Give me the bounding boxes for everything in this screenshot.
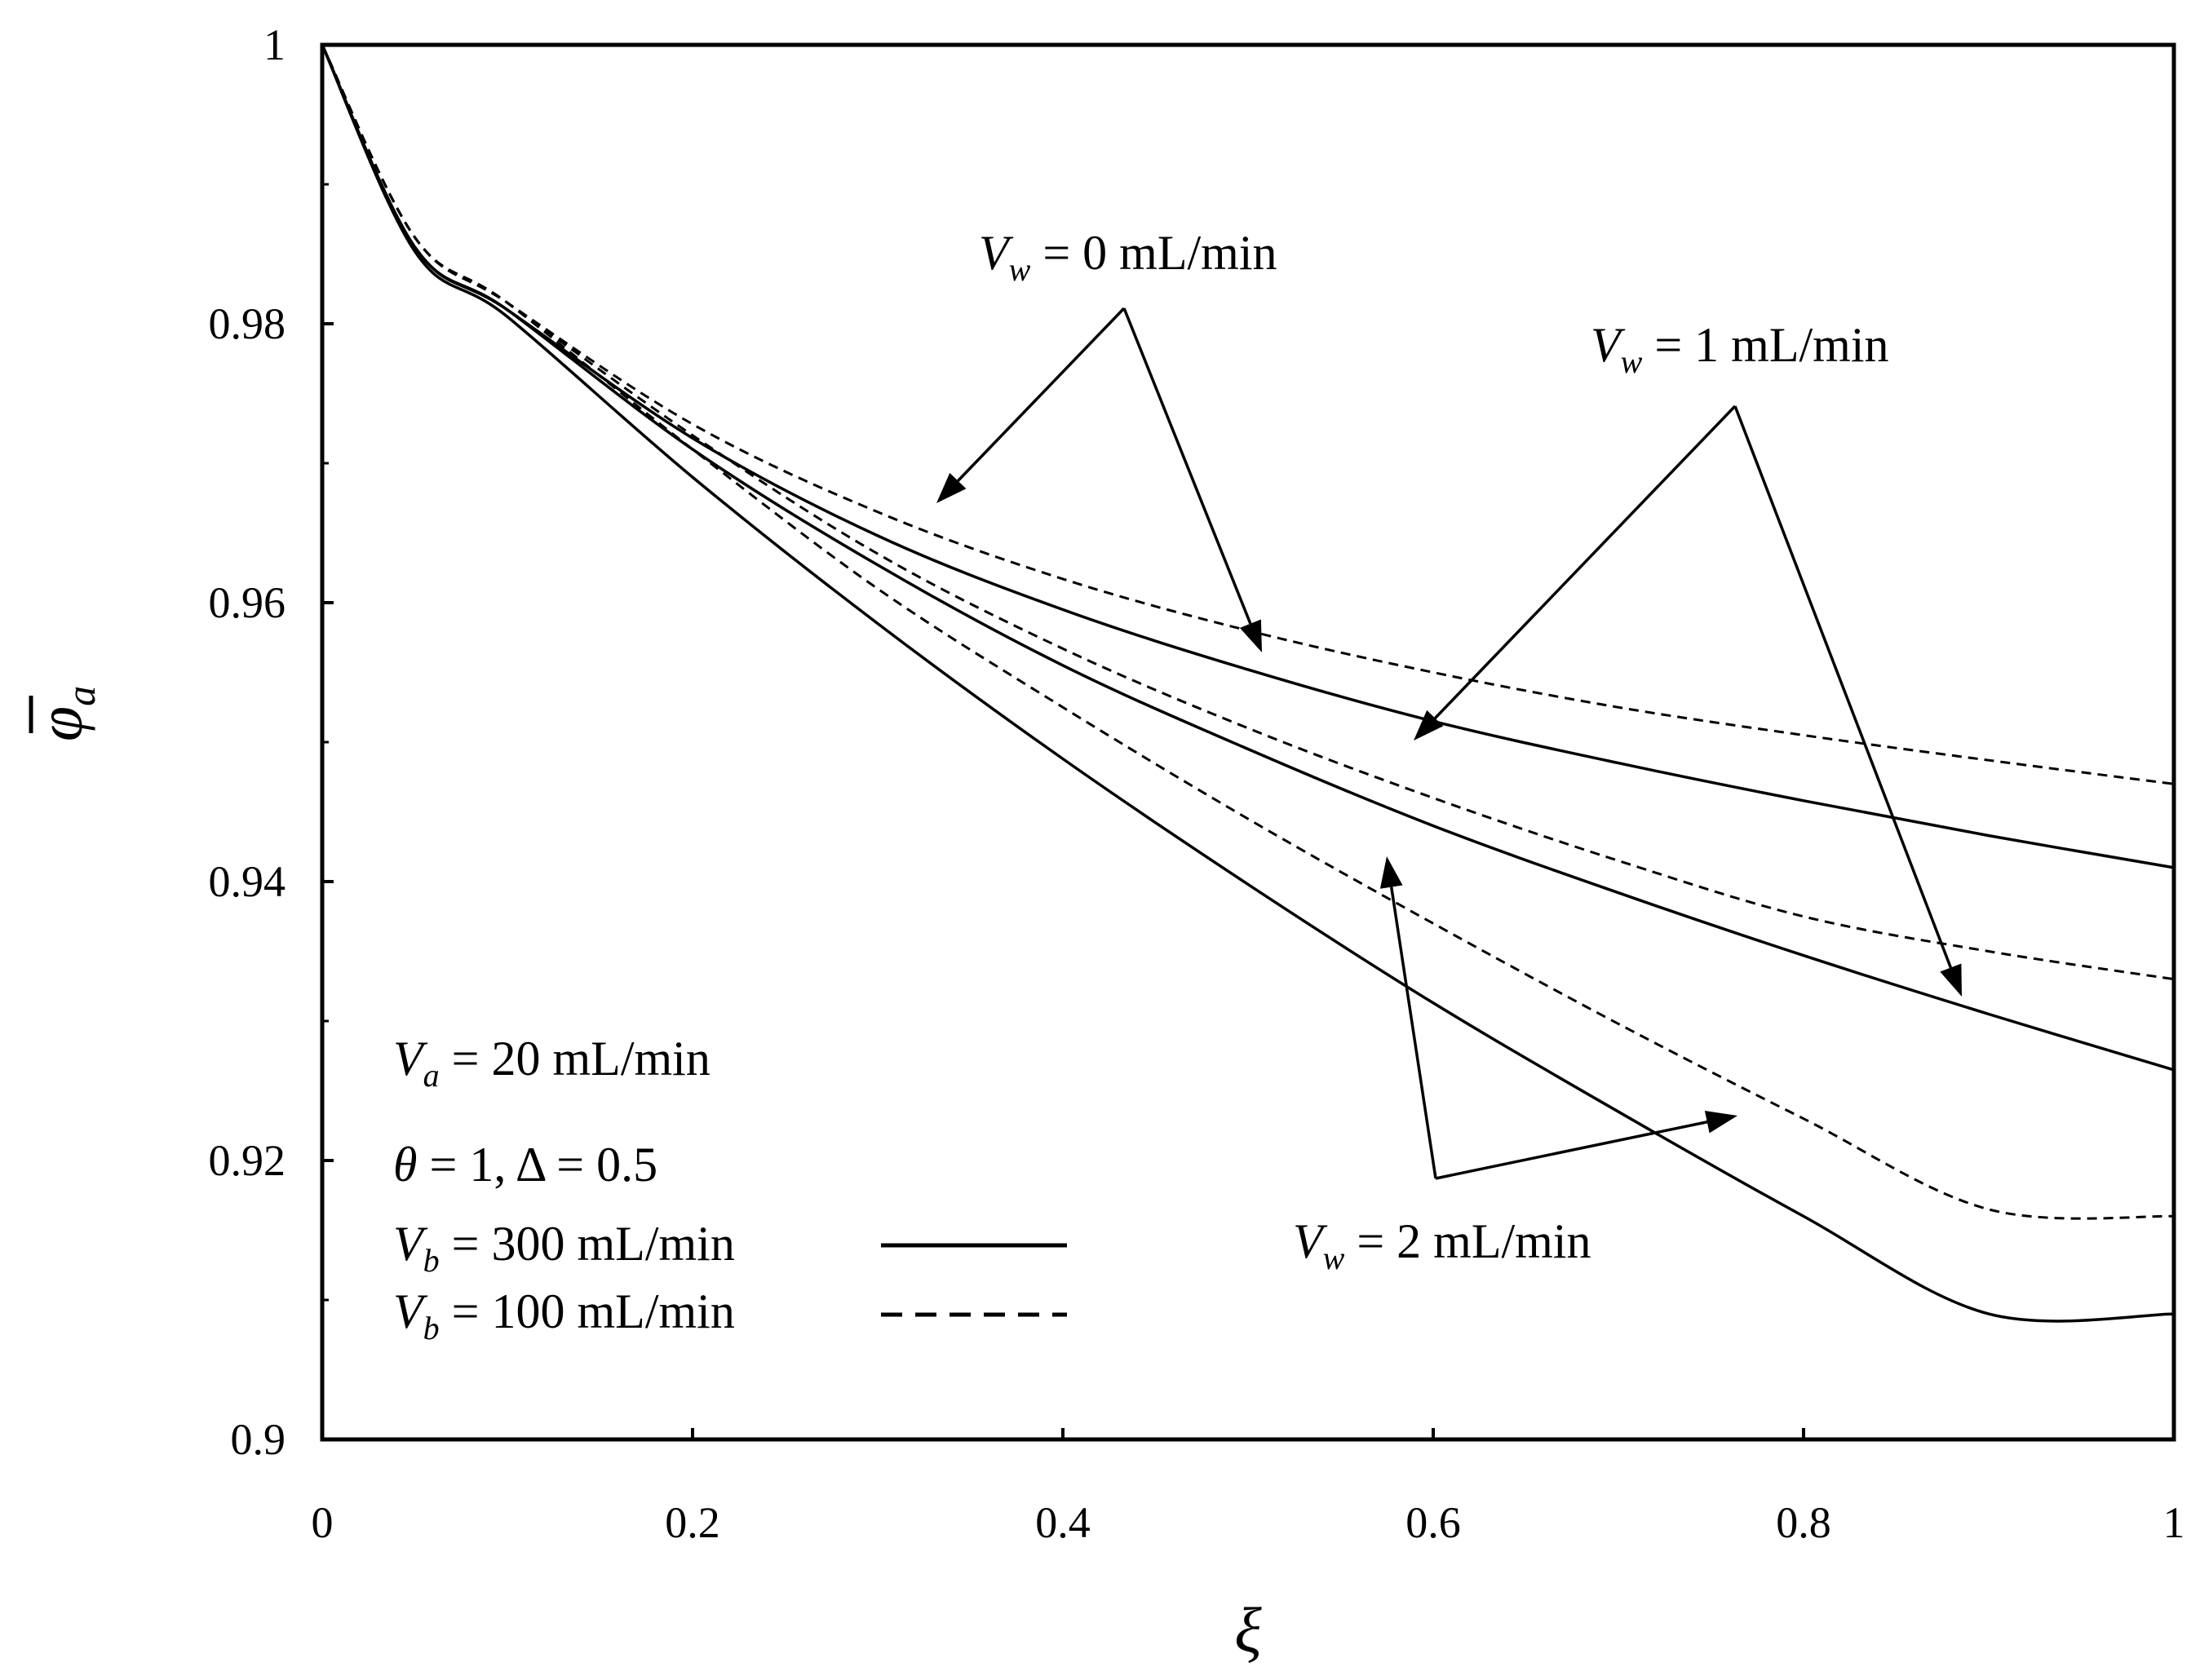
x-tick-label: 0.4 <box>1035 1498 1091 1547</box>
y-tick-label: 0.98 <box>209 299 286 348</box>
series-line-6 <box>321 44 2175 1220</box>
y-tick-label: 0.9 <box>231 1415 286 1464</box>
annotation-vw0: Vw = 0 mL/min <box>979 226 1277 288</box>
x-tick-label: 0 <box>312 1498 334 1547</box>
arrow-vw1-dashed <box>1414 405 1737 741</box>
annotation-va: Va = 20 mL/min <box>393 1032 710 1094</box>
svg-text:φa: φa <box>24 686 104 741</box>
annotation-arrows <box>936 307 1962 1180</box>
plot-frame <box>320 42 2176 1442</box>
legend-label-vb300: Vb = 300 mL/min <box>393 1217 735 1279</box>
axis-tick-labels: 0.9 0.92 0.94 0.96 0.98 1 0 0.2 0.4 0.6 0.8 1 <box>209 20 2185 1547</box>
arrow-vw2-dashed <box>1379 856 1437 1179</box>
annotation-theta-delta: θ = 1, Δ = 0.5 <box>393 1138 657 1191</box>
y-tick-label: 1 <box>263 20 286 69</box>
arrow-vw2-solid <box>1435 1111 1737 1180</box>
x-tick-label: 1 <box>2163 1498 2185 1547</box>
x-tick-label: 0.6 <box>1405 1498 1461 1547</box>
annotation-vw1: Vw = 1 mL/min <box>1591 318 1889 380</box>
y-axis-label-sub: a <box>58 686 104 706</box>
arrow-vw1-solid <box>1733 405 1962 997</box>
annotation-vw2: Vw = 2 mL/min <box>1293 1214 1591 1276</box>
y-axis-label-main: φ <box>24 706 95 741</box>
arrow-vw0-solid <box>1122 307 1262 652</box>
series-line-3 <box>321 44 2175 1072</box>
arrow-vw0-dashed <box>936 307 1126 503</box>
legend-label-vb100: Vb = 100 mL/min <box>393 1284 735 1346</box>
y-tick-label: 0.92 <box>209 1136 286 1185</box>
x-tick-label: 0.8 <box>1776 1498 1831 1547</box>
x-axis-label: ξ <box>1234 1594 1262 1665</box>
y-tick-label: 0.96 <box>209 578 286 627</box>
series-group <box>321 44 2175 1323</box>
y-axis-label: φa <box>24 686 104 741</box>
series-line-5 <box>321 44 2175 1323</box>
x-tick-label: 0.2 <box>665 1498 720 1547</box>
y-tick-label: 0.94 <box>209 857 286 906</box>
